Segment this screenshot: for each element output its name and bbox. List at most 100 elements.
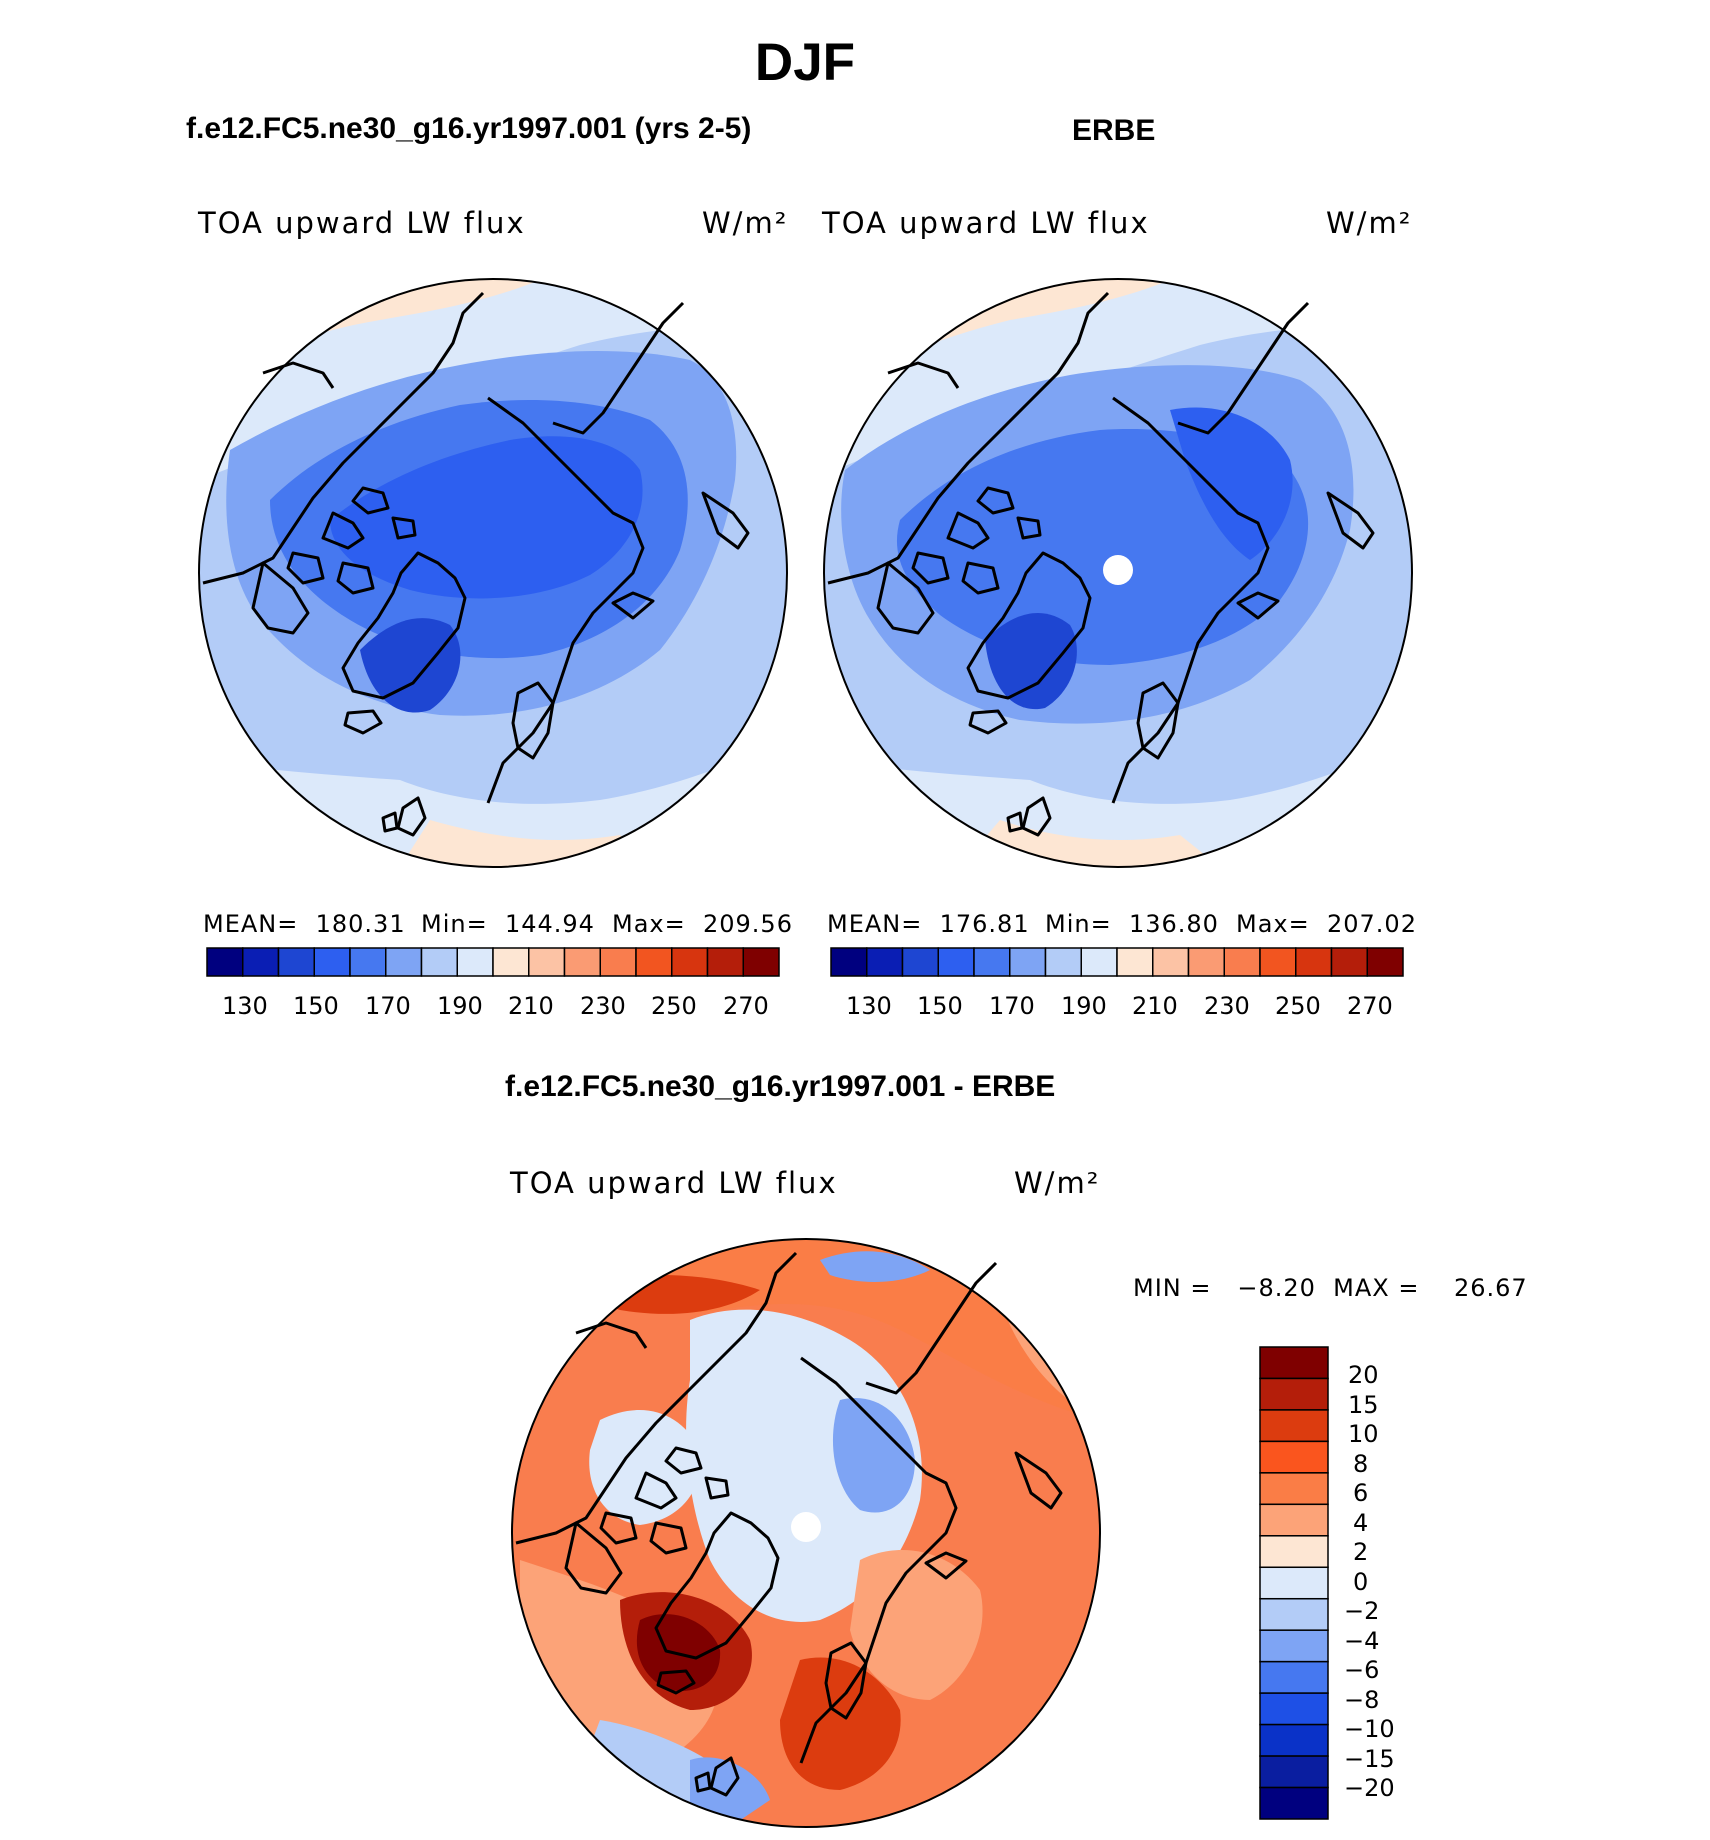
colorbar-tick: 150 bbox=[293, 992, 339, 1020]
model-max: Max= 209.56 bbox=[612, 910, 793, 938]
colorbar-tick: −4 bbox=[1344, 1627, 1380, 1655]
colorbar-tick: 10 bbox=[1348, 1420, 1379, 1448]
colorbar-swatch bbox=[937, 947, 975, 977]
colorbar-tick: 190 bbox=[1061, 992, 1107, 1020]
colorbar-tick: 4 bbox=[1353, 1509, 1369, 1537]
colorbar-tick: −15 bbox=[1344, 1745, 1395, 1773]
model-panel-title: f.e12.FC5.ne30_g16.yr1997.001 (yrs 2-5) bbox=[186, 112, 752, 145]
colorbar-swatch bbox=[1259, 1755, 1329, 1789]
diff-map-border bbox=[511, 1238, 1101, 1828]
colorbar-swatch bbox=[242, 947, 280, 977]
colorbar-swatch bbox=[313, 947, 351, 977]
diff-pole-gap bbox=[791, 1512, 821, 1542]
colorbar-swatch bbox=[349, 947, 387, 977]
colorbar-tick: 0 bbox=[1353, 1568, 1369, 1596]
colorbar-tick: 190 bbox=[437, 992, 483, 1020]
colorbar-tick: 170 bbox=[989, 992, 1035, 1020]
colorbar-tick: 8 bbox=[1353, 1450, 1369, 1478]
colorbar-swatch bbox=[1259, 1440, 1329, 1474]
colorbar-tick: 130 bbox=[222, 992, 268, 1020]
colorbar-swatch bbox=[671, 947, 709, 977]
colorbar-swatch bbox=[277, 947, 315, 977]
obs-colorbar bbox=[830, 947, 1404, 977]
colorbar-tick: 210 bbox=[1132, 992, 1178, 1020]
colorbar-tick: −20 bbox=[1344, 1774, 1395, 1802]
colorbar-swatch bbox=[599, 947, 637, 977]
colorbar-swatch bbox=[1223, 947, 1261, 977]
colorbar-swatch bbox=[706, 947, 744, 977]
colorbar-swatch bbox=[1259, 1346, 1329, 1380]
colorbar-swatch bbox=[1009, 947, 1047, 977]
colorbar-tick: 270 bbox=[1347, 992, 1393, 1020]
colorbar-tick: 230 bbox=[580, 992, 626, 1020]
colorbar-tick: 20 bbox=[1348, 1361, 1379, 1389]
colorbar-tick: 210 bbox=[508, 992, 554, 1020]
colorbar-tick: 150 bbox=[917, 992, 963, 1020]
model-map-border bbox=[198, 278, 788, 868]
colorbar-swatch bbox=[1259, 1723, 1329, 1757]
colorbar-swatch bbox=[1295, 947, 1333, 977]
colorbar-swatch bbox=[901, 947, 939, 977]
colorbar-swatch bbox=[1259, 1535, 1329, 1569]
obs-map-border bbox=[823, 278, 1413, 868]
colorbar-swatch bbox=[1259, 1692, 1329, 1726]
diff-units-label: W/m² bbox=[1014, 1166, 1101, 1200]
colorbar-swatch bbox=[1187, 947, 1225, 977]
model-min: Min= 144.94 bbox=[421, 910, 595, 938]
obs-units-label: W/m² bbox=[1326, 206, 1413, 240]
colorbar-swatch bbox=[1259, 1503, 1329, 1537]
colorbar-swatch bbox=[385, 947, 423, 977]
model-units-label: W/m² bbox=[702, 206, 789, 240]
diff-colorbar bbox=[1259, 1346, 1329, 1820]
obs-variable-label: TOA upward LW flux bbox=[822, 206, 1150, 240]
obs-panel-title: ERBE bbox=[1072, 114, 1156, 147]
colorbar-tick: 130 bbox=[846, 992, 892, 1020]
colorbar-tick: 250 bbox=[651, 992, 697, 1020]
colorbar-tick: 170 bbox=[365, 992, 411, 1020]
colorbar-swatch bbox=[1259, 1597, 1329, 1631]
colorbar-swatch bbox=[866, 947, 904, 977]
colorbar-swatch bbox=[742, 947, 780, 977]
figure-title: DJF bbox=[754, 33, 856, 92]
colorbar-swatch bbox=[830, 947, 868, 977]
colorbar-swatch bbox=[1259, 1660, 1329, 1694]
colorbar-swatch bbox=[1330, 947, 1368, 977]
colorbar-tick: 270 bbox=[723, 992, 769, 1020]
colorbar-swatch bbox=[1259, 947, 1297, 977]
obs-min: Min= 136.80 bbox=[1045, 910, 1219, 938]
diff-variable-label: TOA upward LW flux bbox=[510, 1166, 838, 1200]
model-map bbox=[199, 279, 787, 867]
colorbar-swatch bbox=[1116, 947, 1154, 977]
colorbar-swatch bbox=[1366, 947, 1404, 977]
colorbar-swatch bbox=[1259, 1409, 1329, 1443]
model-mean: MEAN= 180.31 bbox=[203, 910, 406, 938]
diff-minmax: MIN = −8.20 MAX = 26.67 bbox=[1133, 1274, 1528, 1302]
colorbar-swatch bbox=[1259, 1472, 1329, 1506]
colorbar-swatch bbox=[635, 947, 673, 977]
colorbar-tick: 230 bbox=[1204, 992, 1250, 1020]
colorbar-swatch bbox=[528, 947, 566, 977]
colorbar-swatch bbox=[1259, 1629, 1329, 1663]
obs-pole-gap bbox=[1103, 555, 1133, 585]
colorbar-swatch bbox=[973, 947, 1011, 977]
model-colorbar bbox=[206, 947, 780, 977]
colorbar-tick: 15 bbox=[1348, 1391, 1379, 1419]
colorbar-swatch bbox=[1259, 1377, 1329, 1411]
model-variable-label: TOA upward LW flux bbox=[198, 206, 526, 240]
diff-panel-title: f.e12.FC5.ne30_g16.yr1997.001 - ERBE bbox=[505, 1070, 1056, 1103]
colorbar-tick: −8 bbox=[1344, 1686, 1380, 1714]
colorbar-swatch bbox=[492, 947, 530, 977]
colorbar-tick: 250 bbox=[1275, 992, 1321, 1020]
colorbar-swatch bbox=[563, 947, 601, 977]
colorbar-tick: −2 bbox=[1344, 1597, 1380, 1625]
obs-max: Max= 207.02 bbox=[1236, 910, 1417, 938]
colorbar-swatch bbox=[420, 947, 458, 977]
colorbar-swatch bbox=[1259, 1566, 1329, 1600]
colorbar-tick: 6 bbox=[1353, 1479, 1369, 1507]
colorbar-swatch bbox=[1152, 947, 1190, 977]
colorbar-tick: −10 bbox=[1344, 1715, 1395, 1743]
colorbar-swatch bbox=[456, 947, 494, 977]
colorbar-swatch bbox=[206, 947, 244, 977]
obs-mean: MEAN= 176.81 bbox=[827, 910, 1030, 938]
